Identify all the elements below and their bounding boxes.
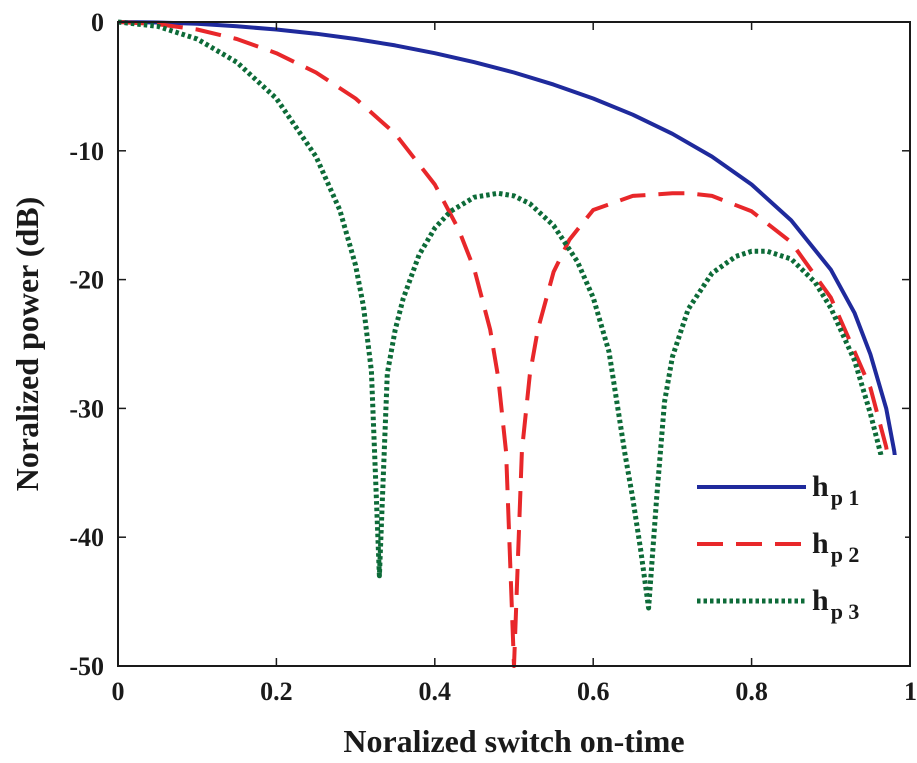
series-layer <box>117 19 905 668</box>
y-axis-title: Noralized power (dB) <box>9 197 45 491</box>
series-line-p3 <box>117 19 905 611</box>
x-tick-label: 0.8 <box>735 677 768 706</box>
y-tick-label: -40 <box>69 523 104 552</box>
x-axis-title: Noralized switch on-time <box>343 723 684 759</box>
y-tick-label: -20 <box>69 266 104 295</box>
x-tick-label: 0.4 <box>419 677 452 706</box>
legend-label-p2: hp 2 <box>812 527 859 567</box>
y-tick-label: -50 <box>69 652 104 681</box>
x-tick-label: 0.6 <box>577 677 610 706</box>
ticks-layer: 0 0.2 0.4 0.6 0.8 1 0 -10 -20 -30 -40 -50 <box>69 8 917 706</box>
x-tick-label: 0 <box>112 677 125 706</box>
y-tick-label: -10 <box>69 137 104 166</box>
legend-label-p3: hp 3 <box>812 584 859 624</box>
x-tick-label: 0.2 <box>260 677 293 706</box>
legend-label-p1: hp 1 <box>812 470 859 510</box>
y-tick-label: 0 <box>91 8 104 37</box>
series-line-p2 <box>117 20 905 668</box>
plot-frame <box>117 21 911 667</box>
y-tick-label: -30 <box>69 394 104 423</box>
series-line-p1 <box>117 20 905 512</box>
x-tick-label: 1 <box>904 677 917 706</box>
legend-box <box>690 455 905 625</box>
legend: hp 1 hp 2 hp 3 <box>697 470 859 624</box>
